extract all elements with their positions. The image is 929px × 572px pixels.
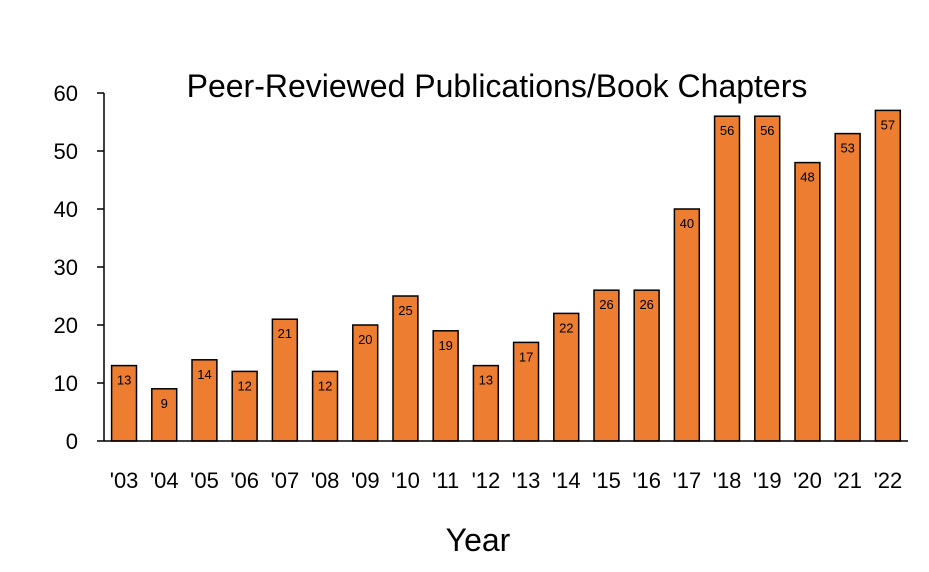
x-tick-label: '11 xyxy=(432,468,459,493)
bar-20 xyxy=(794,161,821,442)
x-tick-label: '08 xyxy=(311,468,340,493)
bar-14 xyxy=(553,312,580,442)
data-label: 13 xyxy=(479,373,493,388)
x-tick-label: '03 xyxy=(110,468,139,493)
data-label: 53 xyxy=(840,141,854,156)
bar-13 xyxy=(512,341,540,442)
x-tick-label: '19 xyxy=(753,468,782,493)
x-tick-label: '14 xyxy=(552,468,581,493)
x-axis-label: Year xyxy=(446,522,511,558)
y-tick-label: 30 xyxy=(54,255,78,280)
data-label: 14 xyxy=(197,367,211,382)
bars-group: 13 9 14 12 21 12 20 25 19 13 17 22 26 26 40 56 56 48 53 57 xyxy=(110,109,902,442)
x-tick-label: '15 xyxy=(592,468,621,493)
data-label: 13 xyxy=(117,373,131,388)
bar-08 xyxy=(311,370,339,442)
x-tick-label: '17 xyxy=(673,468,702,493)
data-label: 19 xyxy=(438,338,452,353)
bar-17 xyxy=(673,208,701,442)
bar-12 xyxy=(472,364,500,442)
data-label: 21 xyxy=(278,326,292,341)
bar-15 xyxy=(593,289,620,442)
x-tick-label: '05 xyxy=(190,468,219,493)
x-tick-label: '07 xyxy=(271,468,300,493)
data-label: 12 xyxy=(237,378,251,393)
x-tick-label: '16 xyxy=(632,468,661,493)
bar-16 xyxy=(633,289,660,442)
data-label: 26 xyxy=(599,297,613,312)
x-tick-label: '18 xyxy=(713,468,742,493)
data-label: 12 xyxy=(318,378,332,393)
data-label: 56 xyxy=(760,123,774,138)
data-label: 40 xyxy=(680,216,694,231)
data-label: 48 xyxy=(800,170,814,185)
bar-22 xyxy=(874,109,902,442)
x-tick-label: '10 xyxy=(391,468,420,493)
bar-10 xyxy=(392,295,419,442)
x-tick-label: '04 xyxy=(150,468,179,493)
data-label: 56 xyxy=(720,123,734,138)
x-tick-label: '09 xyxy=(351,468,380,493)
y-tick-label: 0 xyxy=(66,429,78,454)
bar-19 xyxy=(754,115,781,442)
y-tick-label: 20 xyxy=(54,313,78,338)
data-label: 20 xyxy=(358,332,372,347)
x-tick-label: '20 xyxy=(793,468,822,493)
x-tick-label: '06 xyxy=(230,468,259,493)
y-tick-label: 50 xyxy=(54,139,78,164)
data-label: 25 xyxy=(398,303,412,318)
y-tick-label: 10 xyxy=(54,371,78,396)
data-label: 57 xyxy=(881,117,895,132)
y-tick-label: 40 xyxy=(54,197,78,222)
x-tick-label: '12 xyxy=(472,468,501,493)
y-tick-label: 60 xyxy=(54,81,78,106)
chart-title: Peer-Reviewed Publications/Book Chapters xyxy=(187,68,808,104)
data-label: 17 xyxy=(519,349,533,364)
bar-18 xyxy=(713,115,741,442)
bar-06 xyxy=(231,370,258,442)
y-axis: 0 10 20 30 40 50 60 xyxy=(54,81,105,454)
x-axis: '03 '04 '05 '06 '07 '08 '09 '10 '11 '12 '13 '14 '15 '… xyxy=(104,440,908,493)
data-label: 26 xyxy=(639,297,653,312)
x-tick-label: '22 xyxy=(874,468,903,493)
x-tick-label: '21 xyxy=(833,468,862,493)
data-label: 22 xyxy=(559,320,573,335)
bar-21 xyxy=(834,132,861,442)
x-tick-label: '13 xyxy=(512,468,541,493)
data-label: 9 xyxy=(161,396,168,411)
